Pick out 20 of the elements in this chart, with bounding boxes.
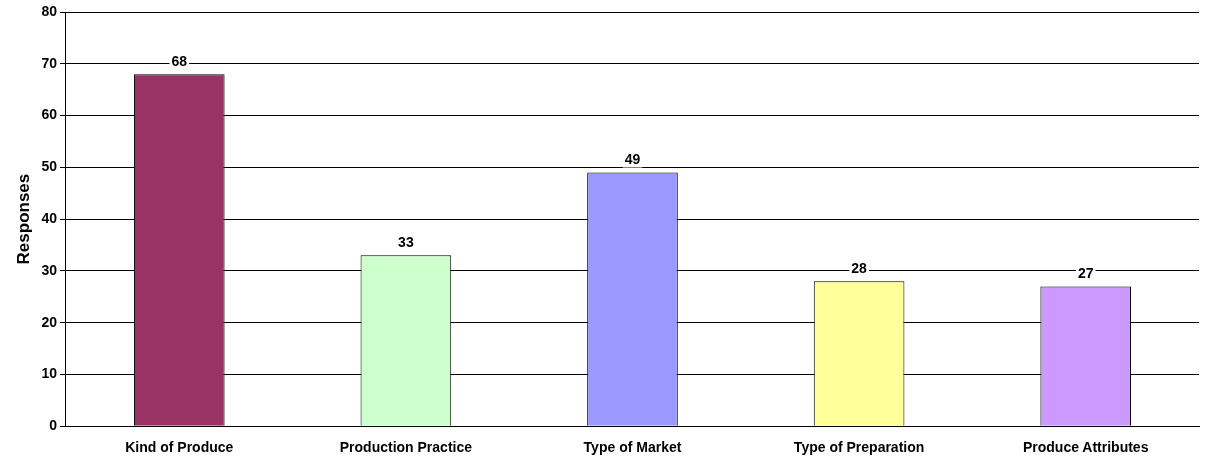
data-label: 28 xyxy=(851,260,868,277)
x-tick-label: Produce Attributes xyxy=(1022,439,1149,456)
y-tick-label: 20 xyxy=(41,313,58,330)
y-tick-label: 60 xyxy=(41,106,58,123)
y-tick-label: 10 xyxy=(41,365,58,382)
x-tick-label: Type of Market xyxy=(583,439,682,456)
data-label: 49 xyxy=(624,151,641,168)
y-tick-label: 30 xyxy=(41,261,58,278)
y-tick-label: 80 xyxy=(41,2,58,19)
x-tick-label: Production Practice xyxy=(339,439,473,456)
y-tick-label: 70 xyxy=(41,54,58,71)
y-tick-label: 40 xyxy=(41,209,58,226)
data-label: 27 xyxy=(1077,265,1094,282)
data-label: 33 xyxy=(398,234,414,251)
data-label: 68 xyxy=(171,52,188,69)
x-tick-label: Type of Preparation xyxy=(793,439,925,456)
y-tick-label: 0 xyxy=(49,417,58,434)
x-tick-label: Kind of Produce xyxy=(125,439,234,456)
y-axis-title: Responses xyxy=(13,173,33,265)
y-tick-label: 50 xyxy=(41,158,58,175)
